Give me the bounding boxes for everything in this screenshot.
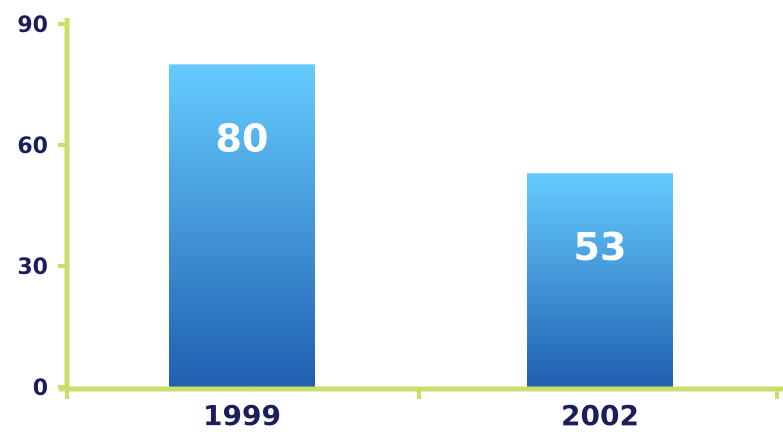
x-tick-label-1999: 1999 [203, 399, 281, 432]
y-tick-label-0: 0 [33, 376, 48, 401]
bar-2002 [527, 173, 673, 387]
x-tick-label-2002: 2002 [561, 399, 639, 432]
y-tick-label-30: 30 [17, 255, 48, 280]
y-tick-label-60: 60 [17, 134, 48, 159]
labels: 80 1999 53 2002 0 30 60 90 [17, 13, 639, 432]
data-label-1999: 80 [216, 116, 269, 160]
y-tick-label-90: 90 [17, 13, 48, 38]
axes [58, 18, 783, 399]
data-label-2002: 53 [574, 225, 627, 269]
bar-1999 [169, 64, 315, 387]
bars [169, 64, 673, 387]
